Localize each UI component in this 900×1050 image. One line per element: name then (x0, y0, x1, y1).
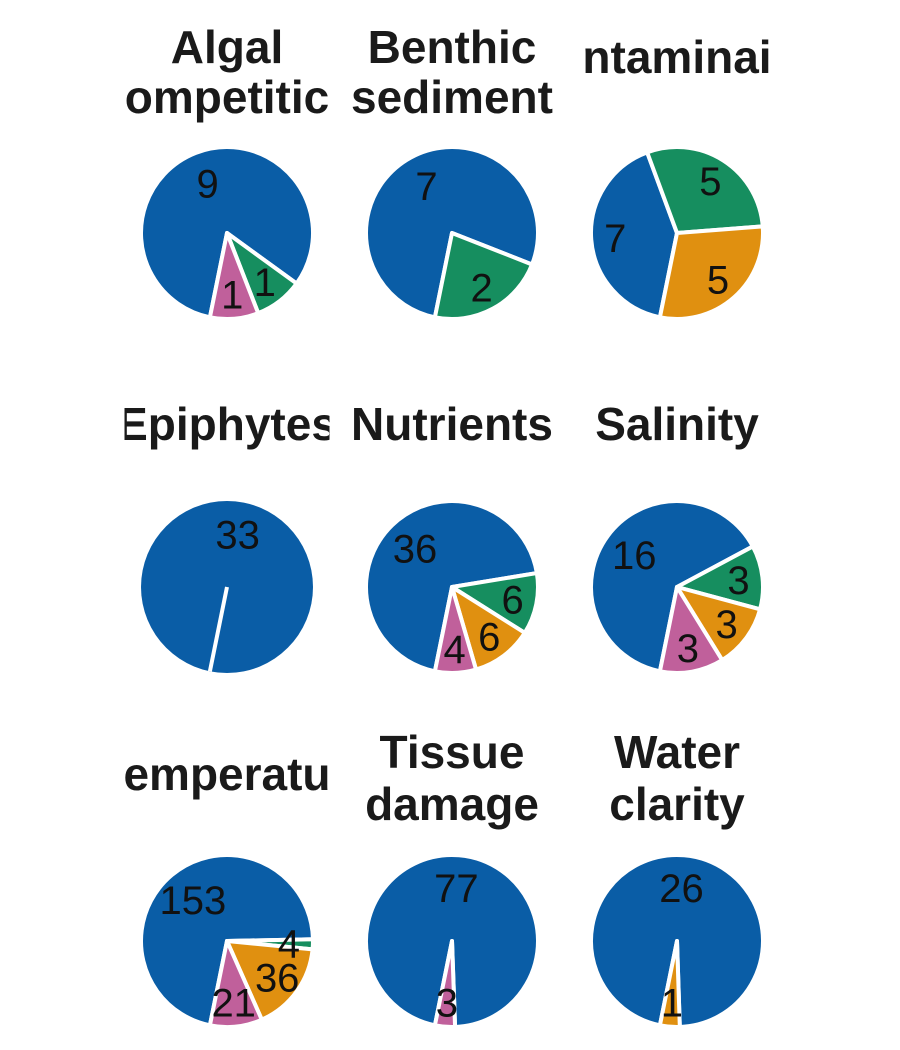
pie-title: sediment (351, 71, 553, 123)
slice-value-label: 36 (255, 956, 300, 1000)
slice-value-label: 4 (443, 628, 465, 672)
pie-title: clarity (609, 778, 745, 830)
slice-value-label: 153 (159, 879, 226, 923)
pie-panel: ntaminai 7 5 5 (582, 31, 772, 321)
slice-value-label: 3 (436, 982, 458, 1026)
pie-panel: Epiphytes 33 (117, 398, 337, 673)
slice-value-label: 16 (612, 534, 657, 578)
pie-title: Water (614, 726, 740, 778)
pie-slice (207, 939, 264, 1029)
pie-title: Benthic (368, 21, 537, 73)
pie-title: Salinity (595, 398, 759, 450)
slice-value-label: 1 (221, 274, 243, 318)
slice-value-label: 7 (604, 217, 626, 261)
slice-value-label: 7 (415, 165, 437, 209)
slice-value-label: 1 (661, 982, 683, 1026)
slice-value-label: 2 (470, 266, 492, 310)
pie-title: Nutrients (351, 398, 553, 450)
slice-value-label: 3 (727, 559, 749, 603)
pie-slice (657, 585, 725, 675)
pie-slice (432, 939, 458, 1029)
pie-slice (657, 939, 682, 1029)
pie-panel: Salinity 16 333 (589, 398, 765, 675)
pie-slice (589, 150, 679, 320)
pie-title: damage (365, 778, 539, 830)
pie-panel: Nutrients 36 664 (351, 398, 553, 675)
pie-title: ntaminai (582, 31, 771, 83)
pie-slice (657, 224, 765, 321)
slice-value-label: 6 (502, 578, 524, 622)
slice-value-label: 5 (707, 258, 729, 302)
pie-slice (645, 145, 765, 235)
slice-value-label: 36 (393, 528, 438, 572)
pie-title: emperatu (123, 748, 330, 800)
pie-title: Epiphytes (117, 398, 337, 450)
pie-title: ompetitic (125, 71, 329, 123)
slice-value-label: 4 (278, 922, 300, 966)
pie-slice (141, 501, 313, 673)
pie-slice (432, 585, 479, 675)
pie-slice (589, 499, 755, 674)
slice-value-label: 3 (677, 627, 699, 671)
slice-value-label: 77 (434, 867, 479, 911)
pie-title: Tissue (380, 726, 525, 778)
slice-value-label: 9 (197, 162, 219, 206)
slice-value-label: 26 (659, 867, 704, 911)
slice-value-label: 21 (211, 982, 256, 1026)
slice-value-label: 1 (254, 261, 276, 305)
pie-title: Algal (171, 21, 283, 73)
slice-value-label: 6 (478, 615, 500, 659)
pie-slice (225, 939, 315, 1022)
pie-slice (432, 231, 535, 321)
slice-value-label: 33 (215, 514, 260, 558)
slice-value-label: 5 (699, 160, 721, 204)
pie-slice (207, 231, 261, 321)
slice-value-label: 3 (716, 603, 738, 647)
